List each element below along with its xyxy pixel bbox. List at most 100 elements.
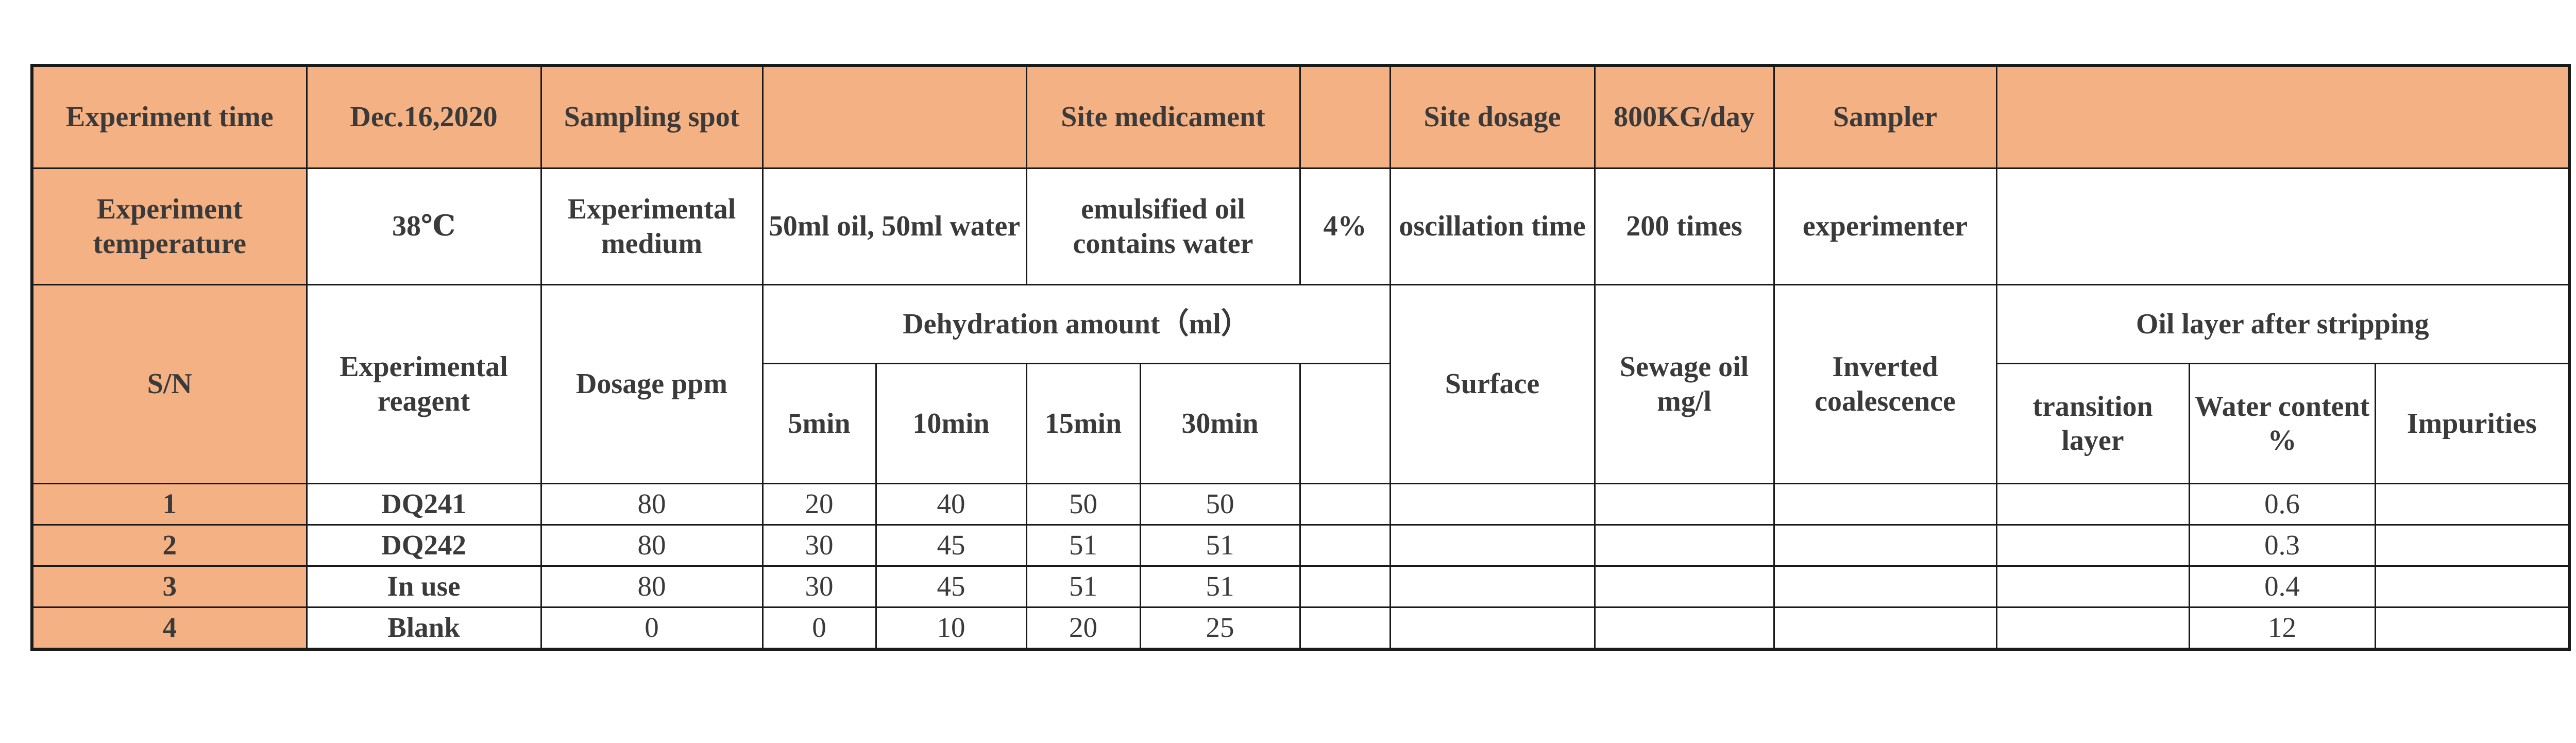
reagent-cell: Blank — [306, 606, 542, 650]
column-header-row: S/N Experimental reagent Dosage ppm Dehy… — [31, 284, 2570, 484]
sampling-spot-value — [761, 64, 1027, 169]
dehydration-5min-cell: 0 — [761, 606, 877, 650]
experimental-medium-value: 50ml oil, 50ml water — [761, 167, 1027, 285]
experiment-time-label: Experiment time — [31, 64, 308, 169]
dosage-cell: 0 — [540, 606, 764, 650]
empty-cell — [1299, 524, 1391, 567]
experiment-record-table: Experiment time Dec.16,2020 Sampling spo… — [30, 64, 2571, 651]
sn-cell: 1 — [31, 483, 308, 526]
site-medicament-label: Site medicament — [1025, 64, 1301, 169]
inverted-coalescence-cell — [1773, 483, 1997, 526]
dehydration-15min-cell: 50 — [1025, 483, 1141, 526]
dehydration-10min-cell: 10 — [875, 606, 1027, 650]
sewage-oil-cell — [1594, 606, 1775, 650]
water-content-cell: 0.3 — [2188, 524, 2376, 567]
dehydration-10min-cell: 45 — [875, 524, 1027, 567]
experimental-medium-label: Experimental medium — [540, 167, 764, 285]
sewage-oil-cell — [1594, 483, 1775, 526]
sampler-label: Sampler — [1773, 64, 1997, 169]
experimenter-value — [1995, 167, 2570, 285]
time-10min-header: 10min — [875, 363, 1027, 484]
time-15min-header: 15min — [1025, 363, 1141, 484]
surface-header: Surface — [1389, 284, 1596, 484]
sampler-value — [1995, 64, 2570, 169]
inverted-coalescence-header: Inverted coalescence — [1773, 284, 1997, 484]
reagent-cell: DQ242 — [306, 524, 542, 567]
dehydration-15min-cell: 51 — [1025, 565, 1141, 608]
dosage-cell: 80 — [540, 483, 764, 526]
water-content-cell: 0.4 — [2188, 565, 2376, 608]
impurities-cell — [2374, 483, 2570, 526]
dosage-header: Dosage ppm — [540, 284, 764, 484]
dehydration-10min-cell: 45 — [875, 565, 1027, 608]
water-content-cell: 12 — [2188, 606, 2376, 650]
site-medicament-value — [1299, 64, 1391, 169]
table-row: 4 Blank 0 0 10 20 25 12 — [31, 606, 2570, 650]
dehydration-15min-cell: 51 — [1025, 524, 1141, 567]
inverted-coalescence-cell — [1773, 565, 1997, 608]
sewage-oil-header: Sewage oil mg/l — [1594, 284, 1775, 484]
dehydration-5min-cell: 20 — [761, 483, 877, 526]
reagent-cell: In use — [306, 565, 542, 608]
transition-layer-cell — [1995, 524, 2190, 567]
dosage-cell: 80 — [540, 524, 764, 567]
dehydration-5min-cell: 30 — [761, 565, 877, 608]
header-row-temperature: Experiment temperature 38℃ Experimental … — [31, 167, 2570, 285]
surface-cell — [1389, 483, 1596, 526]
dehydration-30min-cell: 25 — [1139, 606, 1301, 650]
sn-cell: 2 — [31, 524, 308, 567]
table-row: 2 DQ242 80 30 45 51 51 0.3 — [31, 524, 2570, 567]
oscillation-time-value: 200 times — [1594, 167, 1775, 285]
time-blank-header — [1299, 363, 1391, 484]
sn-cell: 3 — [31, 565, 308, 608]
transition-layer-header: transition layer — [1995, 363, 2190, 484]
empty-cell — [1299, 483, 1391, 526]
transition-layer-cell — [1995, 606, 2190, 650]
impurities-cell — [2374, 565, 2570, 608]
empty-cell — [1299, 606, 1391, 650]
empty-cell — [1299, 565, 1391, 608]
header-row-time: Experiment time Dec.16,2020 Sampling spo… — [31, 64, 2570, 169]
table-row: 1 DQ241 80 20 40 50 50 0.6 — [31, 483, 2570, 526]
dehydration-amount-header: Dehydration amount（ml） — [761, 284, 1391, 364]
sewage-oil-cell — [1594, 524, 1775, 567]
experiment-time-value: Dec.16,2020 — [306, 64, 542, 169]
impurities-header: Impurities — [2374, 363, 2570, 484]
dosage-cell: 80 — [540, 565, 764, 608]
oil-layer-header: Oil layer after stripping — [1995, 284, 2570, 364]
table-row: 3 In use 80 30 45 51 51 0.4 — [31, 565, 2570, 608]
inverted-coalescence-cell — [1773, 524, 1997, 567]
water-content-cell: 0.6 — [2188, 483, 2376, 526]
surface-cell — [1389, 606, 1596, 650]
sewage-oil-cell — [1594, 565, 1775, 608]
impurities-cell — [2374, 524, 2570, 567]
site-dosage-label: Site dosage — [1389, 64, 1596, 169]
transition-layer-cell — [1995, 565, 2190, 608]
dehydration-15min-cell: 20 — [1025, 606, 1141, 650]
reagent-header: Experimental reagent — [306, 284, 542, 484]
transition-layer-cell — [1995, 483, 2190, 526]
experiment-temperature-label: Experiment temperature — [31, 167, 308, 285]
dehydration-30min-cell: 50 — [1139, 483, 1301, 526]
dehydration-30min-cell: 51 — [1139, 524, 1301, 567]
dehydration-10min-cell: 40 — [875, 483, 1027, 526]
time-30min-header: 30min — [1139, 363, 1301, 484]
column-subheader-row: 5min 10min 15min 30min transition layer … — [32, 363, 2570, 484]
sn-header: S/N — [31, 284, 308, 484]
sn-cell: 4 — [31, 606, 308, 650]
dehydration-5min-cell: 30 — [761, 524, 877, 567]
inverted-coalescence-cell — [1773, 606, 1997, 650]
medium-percent: 4% — [1299, 167, 1391, 285]
sampling-spot-label: Sampling spot — [540, 64, 764, 169]
experiment-temperature-value: 38℃ — [306, 167, 542, 285]
surface-cell — [1389, 524, 1596, 567]
medium-type: emulsified oil contains water — [1025, 167, 1301, 285]
dehydration-30min-cell: 51 — [1139, 565, 1301, 608]
time-5min-header: 5min — [761, 363, 877, 484]
site-dosage-value: 800KG/day — [1594, 64, 1775, 169]
impurities-cell — [2374, 606, 2570, 650]
reagent-cell: DQ241 — [306, 483, 542, 526]
oscillation-time-label: oscillation time — [1389, 167, 1596, 285]
experimenter-label: experimenter — [1773, 167, 1997, 285]
water-content-header: Water content % — [2188, 363, 2376, 484]
